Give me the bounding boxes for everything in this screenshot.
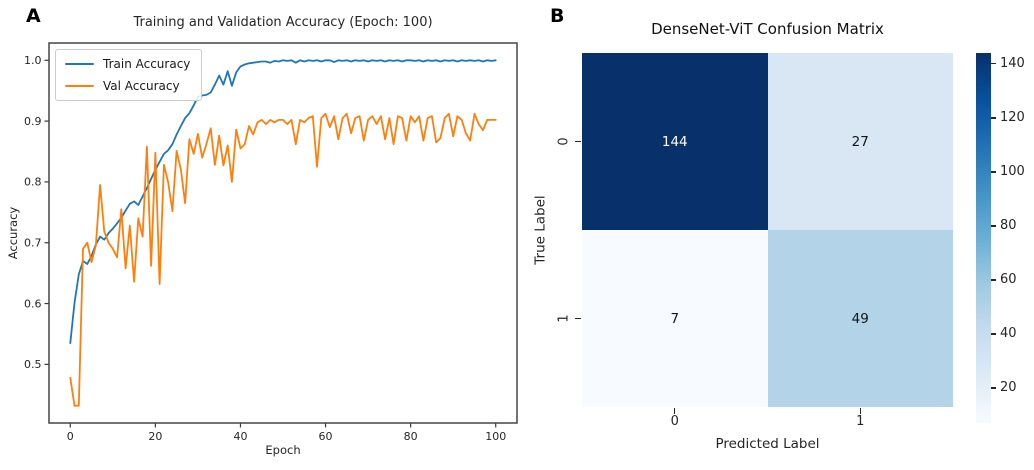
cm-cell-r1c0: 7 [582,230,768,407]
a-xtick-label: 20 [148,430,162,443]
ytick-mark-0 [575,140,581,143]
confusion-matrix-grid: 144 27 7 49 [582,53,953,407]
colorbar-tick-label: 120 [1000,109,1025,125]
colorbar-tick-mark [991,387,996,389]
train-line-swatch [65,62,94,66]
colorbar-tick-mark [991,279,996,281]
panel-a-ylabel: Accuracy [6,206,20,260]
colorbar-tick-mark [991,171,996,173]
accuracy-line-chart: 0 20 40 60 80 100 0.5 0.6 0.7 0.8 0.9 1.0 [24,42,518,443]
legend-val-label: Val Accuracy [103,79,180,93]
colorbar-tick-mark [991,225,996,227]
panel-a-label: A [26,5,41,27]
colorbar [976,53,991,423]
panel-a-xlabel: Epoch [265,443,301,457]
colorbar-tick-mark [991,117,996,119]
colorbar-tick-label: 60 [1000,271,1017,287]
ytick-mark-1 [575,317,581,320]
a-ytick-label: 0.9 [24,115,42,128]
a-plot-frame [48,42,518,424]
val-line-swatch [65,84,94,88]
colorbar-tick-label: 100 [1000,163,1025,179]
ytick-label-1: 1 [556,314,572,323]
a-xtick-label: 100 [485,430,506,443]
colorbar-tick-label: 20 [1000,379,1017,395]
a-ytick-label: 1.0 [24,54,42,67]
colorbar-tick-label: 140 [1000,55,1025,71]
a-xtick-label: 0 [67,430,74,443]
ytick-label-0: 0 [556,137,572,146]
a-xtick-label: 60 [319,430,333,443]
train-accuracy-line [69,59,497,345]
a-ytick-label: 0.6 [24,297,42,310]
colorbar-tick-label: 80 [1000,217,1017,233]
cm-cell-r0c0: 144 [582,53,768,230]
xtick-label-1: 1 [856,414,865,429]
val-accuracy-line [69,112,497,407]
panel-b-ylabel: True Label [532,195,549,265]
legend: Train Accuracy Val Accuracy [55,49,203,101]
a-ytick-label: 0.7 [24,237,42,250]
legend-train-label: Train Accuracy [103,57,191,71]
xtick-mark-0 [674,408,676,414]
xtick-label-0: 0 [670,414,679,429]
a-ytick-label: 0.5 [24,358,42,371]
cm-cell-r1c1: 49 [767,230,953,407]
a-ytick-label: 0.8 [24,176,42,189]
a-xtick-label: 40 [233,430,247,443]
a-xtick-label: 80 [404,430,418,443]
colorbar-tick-mark [991,63,996,65]
panel-b-xlabel: Predicted Label [715,436,820,452]
xtick-mark-1 [859,408,861,414]
panel-a-title: Training and Validation Accuracy (Epoch:… [133,15,433,30]
colorbar-tick-mark [991,333,996,335]
panel-b-label: B [550,5,565,27]
colorbar-tick-label: 40 [1000,325,1017,341]
legend-item-val: Val Accuracy [65,79,190,93]
cm-cell-r0c1: 27 [767,53,953,230]
legend-item-train: Train Accuracy [65,57,190,71]
panel-b-title: DenseNet-ViT Confusion Matrix [651,20,884,38]
